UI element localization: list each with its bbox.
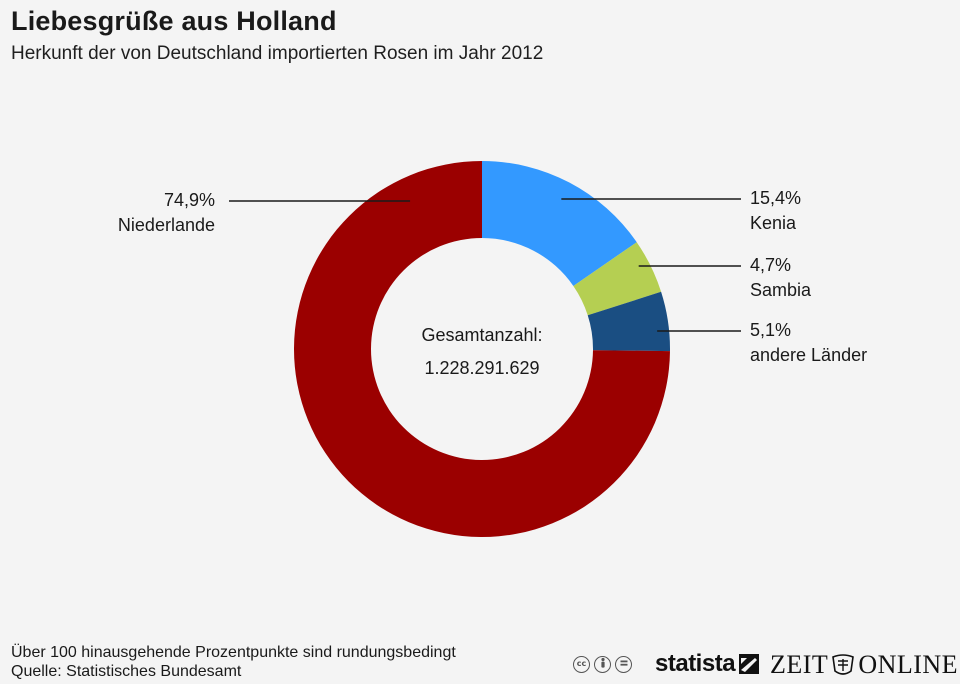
slice-value-label-sambia: 4,7% bbox=[750, 255, 791, 275]
zeit-crest-icon bbox=[832, 654, 855, 675]
cc-icon[interactable]: cc bbox=[573, 656, 590, 673]
center-value: 1.228.291.629 bbox=[424, 358, 539, 378]
slice-niederlande bbox=[293, 161, 670, 537]
donut-chart: 15,4% Kenia 4,7% Sambia 5,1% andere Länder 74,… bbox=[118, 161, 867, 537]
nd-icon[interactable] bbox=[615, 656, 632, 673]
slice-category-label-kenia: Kenia bbox=[750, 213, 797, 233]
center-label: Gesamtanzahl: bbox=[421, 325, 542, 345]
slice-value-label-andere-laender: 5,1% bbox=[750, 320, 791, 340]
slice-labels: 15,4% Kenia 4,7% Sambia 5,1% andere Länder 74,… bbox=[118, 188, 867, 365]
zeit-online-logo[interactable]: ZEIT ONLINE bbox=[770, 650, 958, 680]
slice-sambia bbox=[573, 242, 662, 316]
slice-category-label-andere-laender: andere Länder bbox=[750, 345, 867, 365]
chart-title: Liebesgrüße aus Holland bbox=[11, 6, 337, 36]
online-wordmark: ONLINE bbox=[858, 650, 959, 679]
license-icons: cc bbox=[573, 656, 632, 673]
footer: Über 100 hinausgehende Prozentpunkte sin… bbox=[11, 643, 456, 681]
slice-value-label-kenia: 15,4% bbox=[750, 188, 801, 208]
slice-kenia bbox=[482, 161, 637, 286]
statista-mark-icon bbox=[739, 654, 760, 674]
statista-wordmark: statista bbox=[655, 650, 736, 677]
donut-slices bbox=[293, 161, 670, 537]
statista-logo[interactable]: statista bbox=[655, 650, 760, 678]
footer-source: Quelle: Statistisches Bundesamt bbox=[11, 663, 242, 680]
slice-value-label-niederlande: 74,9% bbox=[164, 190, 215, 210]
slice-category-label-sambia: Sambia bbox=[750, 280, 812, 300]
zeit-wordmark: ZEIT bbox=[770, 650, 829, 679]
footer-note: Über 100 hinausgehende Prozentpunkte sin… bbox=[11, 644, 456, 661]
slice-category-label-niederlande: Niederlande bbox=[118, 215, 215, 235]
leader-lines bbox=[229, 198, 741, 332]
chart-subtitle: Herkunft der von Deutschland importierte… bbox=[11, 43, 544, 64]
by-icon[interactable] bbox=[594, 656, 611, 673]
slice-andere-laender bbox=[587, 291, 670, 352]
